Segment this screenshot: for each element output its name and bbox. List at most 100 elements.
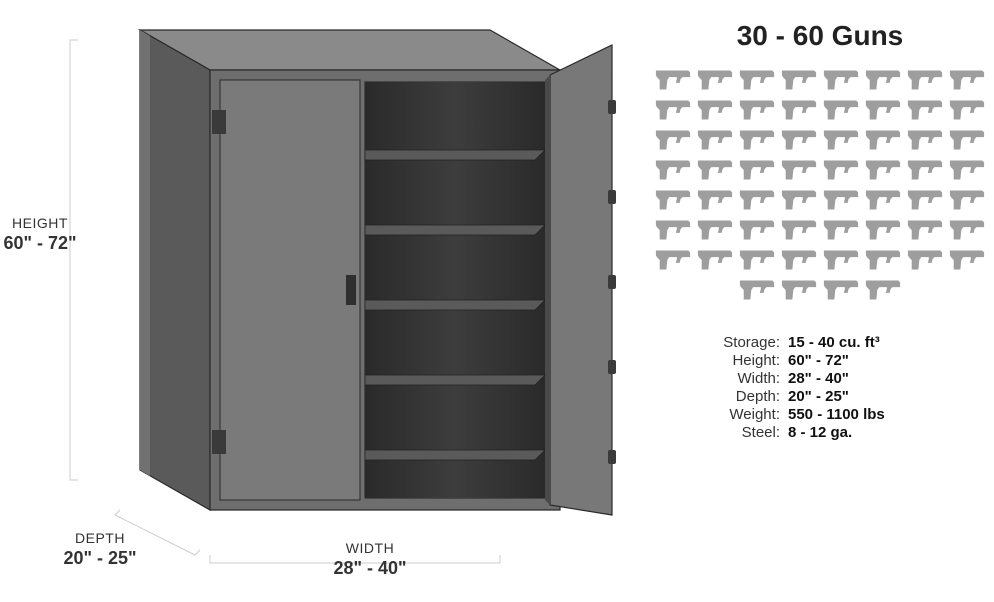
gun-icon xyxy=(948,66,986,94)
gun-icon xyxy=(822,246,860,274)
gun-icon xyxy=(864,276,902,304)
gun-icon xyxy=(906,156,944,184)
label-text: DEPTH xyxy=(30,530,170,546)
dim-depth-label: DEPTH 20" - 25" xyxy=(30,530,170,569)
spec-row: Storage: 15 - 40 cu. ft³ xyxy=(690,334,980,351)
gun-icon xyxy=(948,156,986,184)
gun-icon xyxy=(780,126,818,154)
label-text: WIDTH xyxy=(280,540,460,556)
gun-icon xyxy=(780,156,818,184)
spec-value: 28" - 40" xyxy=(788,370,849,387)
guns-row xyxy=(660,216,980,244)
guns-row xyxy=(660,66,980,94)
spec-label: Width: xyxy=(690,370,780,387)
gun-icon xyxy=(738,216,776,244)
gun-icon xyxy=(738,96,776,124)
guns-row xyxy=(660,126,980,154)
dim-width-label: WIDTH 28" - 40" xyxy=(280,540,460,579)
gun-icon xyxy=(822,96,860,124)
spec-label: Height: xyxy=(690,352,780,369)
gun-icon xyxy=(738,276,776,304)
gun-icon xyxy=(906,126,944,154)
gun-icon xyxy=(780,246,818,274)
label-text: HEIGHT xyxy=(0,215,85,231)
spec-label: Weight: xyxy=(690,406,780,423)
gun-icon xyxy=(738,156,776,184)
spec-row: Depth: 20" - 25" xyxy=(690,388,980,405)
gun-icon xyxy=(696,246,734,274)
gun-icon xyxy=(738,66,776,94)
label-value: 28" - 40" xyxy=(280,558,460,579)
gun-icon xyxy=(696,156,734,184)
capacity-title: 30 - 60 Guns xyxy=(660,20,980,52)
gun-icon xyxy=(822,216,860,244)
gun-icon xyxy=(864,126,902,154)
gun-icon xyxy=(780,66,818,94)
gun-icon xyxy=(654,96,692,124)
gun-icon xyxy=(738,246,776,274)
gun-icon xyxy=(780,276,818,304)
gun-icon xyxy=(864,216,902,244)
gun-icon xyxy=(696,126,734,154)
gun-icon xyxy=(738,186,776,214)
gun-icon xyxy=(654,246,692,274)
gun-icon xyxy=(822,186,860,214)
guns-row xyxy=(660,186,980,214)
gun-icon xyxy=(780,96,818,124)
gun-icon xyxy=(864,156,902,184)
gun-icon xyxy=(948,216,986,244)
gun-icon xyxy=(948,126,986,154)
gun-icon xyxy=(906,96,944,124)
gun-icon xyxy=(948,246,986,274)
dim-height-label: HEIGHT 60" - 72" xyxy=(0,215,85,254)
gun-icon xyxy=(696,186,734,214)
right-panel: 30 - 60 Guns Storage:15 - 40 cu. ft³Heig… xyxy=(660,20,980,441)
guns-row xyxy=(660,246,980,274)
guns-row xyxy=(660,96,980,124)
spec-row: Weight: 550 - 1100 lbs xyxy=(690,406,980,423)
label-value: 60" - 72" xyxy=(0,233,85,254)
safe-illustration xyxy=(60,10,620,570)
gun-icon xyxy=(654,156,692,184)
gun-icon xyxy=(696,96,734,124)
spec-row: Width: 28" - 40" xyxy=(690,370,980,387)
gun-icon xyxy=(906,246,944,274)
specs-list: Storage:15 - 40 cu. ft³Height:60" - 72"W… xyxy=(660,334,980,441)
gun-icon xyxy=(822,276,860,304)
gun-icon xyxy=(948,96,986,124)
gun-icon xyxy=(864,96,902,124)
guns-row xyxy=(660,156,980,184)
gun-icon xyxy=(864,186,902,214)
gun-icon xyxy=(906,66,944,94)
spec-row: Height: 60" - 72" xyxy=(690,352,980,369)
gun-icon xyxy=(906,186,944,214)
guns-grid xyxy=(660,66,980,304)
spec-value: 60" - 72" xyxy=(788,352,849,369)
spec-label: Depth: xyxy=(690,388,780,405)
guns-row xyxy=(660,276,980,304)
gun-icon xyxy=(822,126,860,154)
gun-icon xyxy=(654,126,692,154)
spec-label: Storage: xyxy=(690,334,780,351)
gun-icon xyxy=(864,246,902,274)
spec-value: 15 - 40 cu. ft³ xyxy=(788,334,880,351)
gun-icon xyxy=(738,126,776,154)
spec-row: Steel:8 - 12 ga. xyxy=(690,424,980,441)
gun-icon xyxy=(906,216,944,244)
gun-icon xyxy=(864,66,902,94)
gun-icon xyxy=(654,216,692,244)
gun-icon xyxy=(822,156,860,184)
label-value: 20" - 25" xyxy=(30,548,170,569)
spec-label: Steel: xyxy=(690,424,780,441)
gun-icon xyxy=(696,66,734,94)
spec-value: 550 - 1100 lbs xyxy=(788,406,885,423)
gun-icon xyxy=(780,216,818,244)
gun-icon xyxy=(654,186,692,214)
gun-icon xyxy=(654,66,692,94)
gun-icon xyxy=(948,186,986,214)
gun-icon xyxy=(780,186,818,214)
gun-icon xyxy=(822,66,860,94)
spec-value: 20" - 25" xyxy=(788,388,849,405)
infographic-container: HEIGHT 60" - 72" DEPTH 20" - 25" WIDTH 2… xyxy=(0,0,994,602)
gun-icon xyxy=(696,216,734,244)
